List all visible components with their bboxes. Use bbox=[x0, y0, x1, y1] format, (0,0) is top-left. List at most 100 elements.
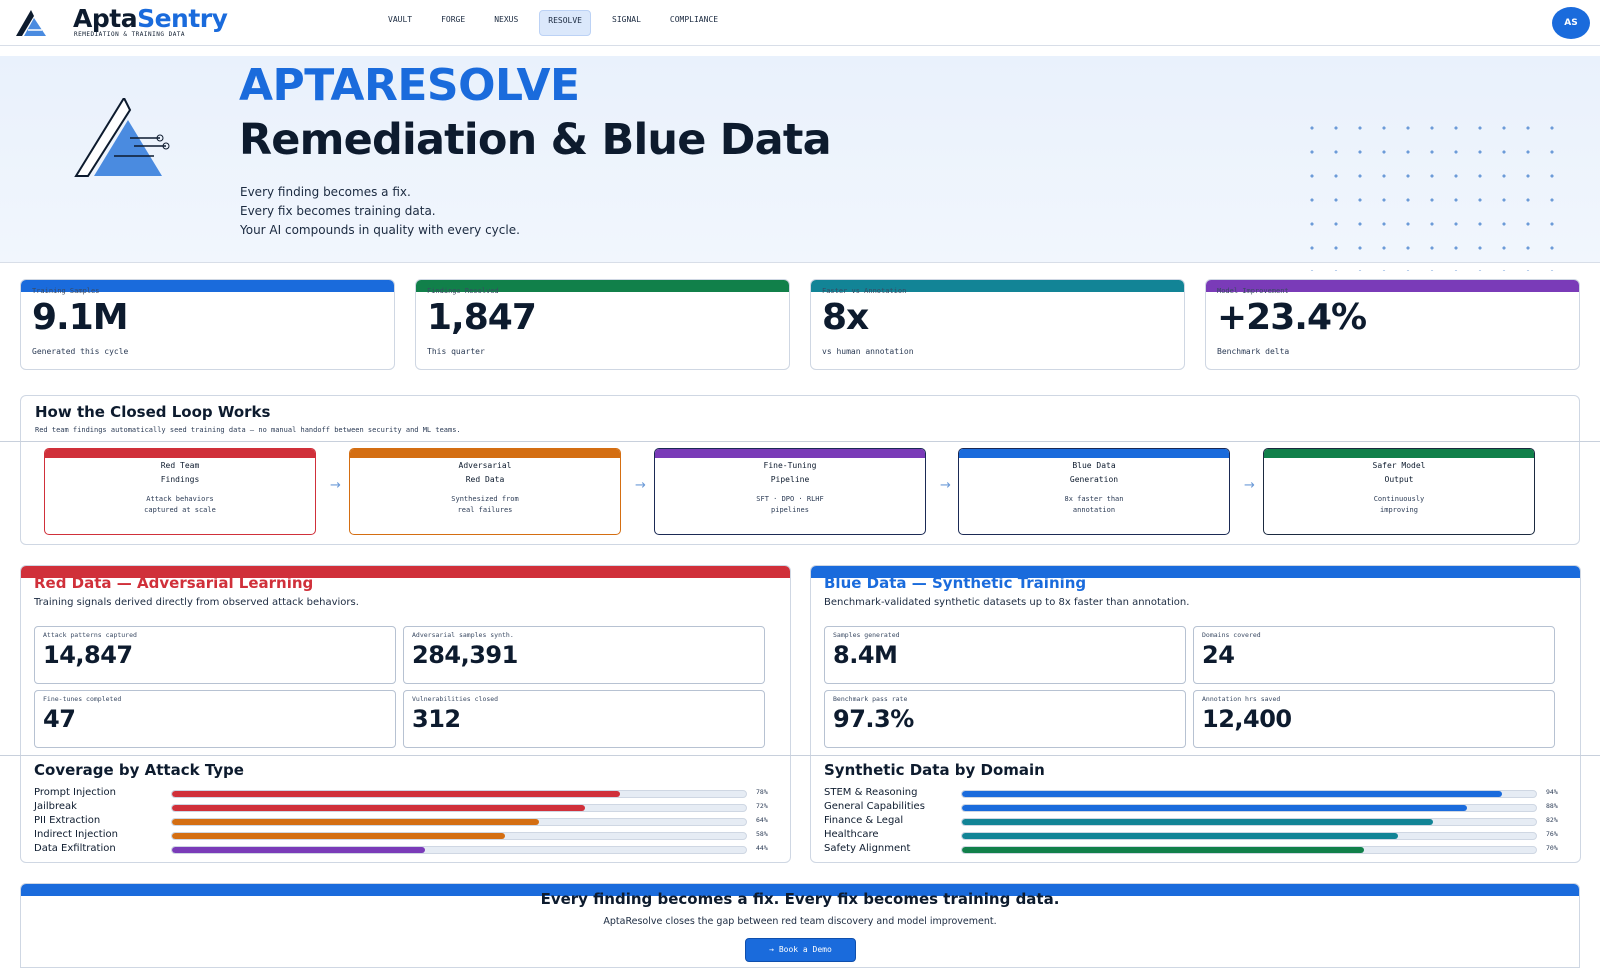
coverage-label: Indirect Injection bbox=[34, 829, 118, 840]
aptasentry-logo-icon[interactable] bbox=[14, 8, 48, 38]
coverage-label: Data Exfiltration bbox=[34, 843, 116, 854]
loop-step-desc: Attack behaviors captured at scale bbox=[144, 495, 216, 514]
stat-label: Findings Resolved bbox=[427, 287, 499, 295]
nav-item-nexus[interactable]: NEXUS bbox=[494, 15, 519, 24]
hero-title: Remediation & Blue Data bbox=[239, 115, 832, 165]
hero-line: Every fix becomes training data. bbox=[240, 204, 436, 218]
panel-title: Red Data — Adversarial Learning bbox=[34, 574, 313, 592]
stat-label: Faster vs Annotation bbox=[822, 287, 907, 295]
arrow-right-icon: → bbox=[769, 945, 774, 954]
metric-label: Benchmark pass rate bbox=[833, 695, 908, 703]
loop-step-title: Adversarial Red Data bbox=[458, 461, 512, 484]
coverage-pct: 44% bbox=[756, 844, 768, 852]
coverage-fill bbox=[172, 833, 505, 839]
arrow-right-icon: → bbox=[940, 478, 951, 493]
loop-title: How the Closed Loop Works bbox=[35, 403, 271, 421]
cta-title: Every finding becomes a fix. Every fix b… bbox=[540, 890, 1060, 908]
arrow-right-icon: → bbox=[1244, 478, 1255, 493]
coverage-row: Prompt Injection 78% bbox=[34, 787, 774, 800]
user-avatar[interactable]: AS bbox=[1552, 7, 1590, 39]
metric-value: 14,847 bbox=[43, 641, 133, 669]
metric-domains-covered: Domains covered 24 bbox=[1193, 626, 1555, 684]
coverage-track bbox=[171, 818, 747, 826]
divider-line bbox=[0, 441, 1600, 442]
coverage-fill bbox=[172, 791, 620, 797]
nav-item-signal[interactable]: SIGNAL bbox=[612, 15, 641, 24]
stat-sub: vs human annotation bbox=[822, 347, 914, 356]
metric-value: 284,391 bbox=[412, 641, 518, 669]
coverage-fill bbox=[172, 819, 540, 825]
domain-track bbox=[961, 818, 1537, 826]
domain-label: Finance & Legal bbox=[824, 815, 904, 826]
stat-card-accent bbox=[416, 280, 789, 292]
domain-pct: 82% bbox=[1546, 816, 1558, 824]
book-demo-button[interactable]: → Book a Demo bbox=[745, 938, 856, 962]
panel-accent bbox=[21, 566, 790, 578]
coverage-row: Indirect Injection 58% bbox=[34, 829, 774, 842]
metric-label: Adversarial samples synth. bbox=[412, 631, 514, 639]
coverage-pct: 64% bbox=[756, 816, 768, 824]
coverage-fill bbox=[172, 805, 586, 811]
decorative-dot-grid bbox=[1300, 116, 1570, 271]
loop-step-accent bbox=[655, 449, 925, 458]
domain-label: General Capabilities bbox=[824, 801, 925, 812]
nav-item-compliance[interactable]: COMPLIANCE bbox=[669, 15, 719, 24]
brand-subtitle: REMEDIATION & TRAINING DATA bbox=[74, 31, 186, 38]
domain-row: Safety Alignment 70% bbox=[824, 843, 1564, 856]
loop-step-title: Safer Model Output bbox=[1372, 461, 1426, 484]
loop-step-title: Blue Data Generation bbox=[1069, 461, 1119, 484]
metric-value: 97.3% bbox=[833, 705, 914, 733]
domain-pct: 88% bbox=[1546, 802, 1558, 810]
loop-step-red-team-findings: Red Team Findings Attack behaviors captu… bbox=[44, 448, 316, 535]
arrow-right-icon: → bbox=[330, 478, 341, 493]
stat-card-accent bbox=[1206, 280, 1579, 292]
loop-subtitle: Red team findings automatically seed tra… bbox=[35, 426, 461, 434]
coverage-label: Jailbreak bbox=[34, 801, 77, 812]
metric-label: Samples generated bbox=[833, 631, 900, 639]
nav-item-vault[interactable]: VAULT bbox=[388, 15, 413, 24]
coverage-row: PII Extraction 64% bbox=[34, 815, 774, 828]
nav-item-forge[interactable]: FORGE bbox=[441, 15, 466, 24]
domain-row: General Capabilities 88% bbox=[824, 801, 1564, 814]
loop-step-safer-model-output: Safer Model Output Continuously improvin… bbox=[1263, 448, 1535, 535]
metric-vulnerabilities-closed: Vulnerabilities closed 312 bbox=[403, 690, 765, 748]
brand-name-part-b: Sentry bbox=[137, 4, 228, 33]
coverage-pct: 58% bbox=[756, 830, 768, 838]
stat-value: +23.4% bbox=[1217, 297, 1367, 338]
domain-pct: 94% bbox=[1546, 788, 1558, 796]
loop-step-fine-tuning-pipeline: Fine-Tuning Pipeline SFT · DPO · RLHF pi… bbox=[654, 448, 926, 535]
metric-value: 12,400 bbox=[1202, 705, 1292, 733]
loop-step-accent bbox=[959, 449, 1229, 458]
metric-adversarial-samples: Adversarial samples synth. 284,391 bbox=[403, 626, 765, 684]
domain-title: Synthetic Data by Domain bbox=[824, 761, 1045, 779]
red-data-panel: Red Data — Adversarial Learning Training… bbox=[20, 565, 791, 863]
coverage-label: PII Extraction bbox=[34, 815, 101, 826]
arrow-right-icon: → bbox=[635, 478, 646, 493]
domain-track bbox=[961, 832, 1537, 840]
metric-benchmark-pass-rate: Benchmark pass rate 97.3% bbox=[824, 690, 1186, 748]
domain-row: STEM & Reasoning 94% bbox=[824, 787, 1564, 800]
hero-line: Every finding becomes a fix. bbox=[240, 185, 411, 199]
stat-card-findings-resolved: Findings Resolved 1,847 This quarter bbox=[415, 279, 790, 370]
panel-desc: Benchmark-validated synthetic datasets u… bbox=[824, 597, 1190, 608]
panel-title-a: Blue Data bbox=[824, 574, 907, 592]
domain-fill bbox=[962, 819, 1433, 825]
panel-accent bbox=[811, 566, 1580, 578]
brand-name[interactable]: AptaSentry bbox=[73, 3, 228, 35]
panel-title-a: Red Data bbox=[34, 574, 112, 592]
cta-section: Every finding becomes a fix. Every fix b… bbox=[20, 883, 1580, 968]
domain-track bbox=[961, 804, 1537, 812]
domain-fill bbox=[962, 833, 1399, 839]
metric-label: Attack patterns captured bbox=[43, 631, 137, 639]
loop-step-accent bbox=[45, 449, 315, 458]
domain-row: Healthcare 76% bbox=[824, 829, 1564, 842]
metric-label: Annotation hrs saved bbox=[1202, 695, 1281, 703]
metric-annotation-hours-saved: Annotation hrs saved 12,400 bbox=[1193, 690, 1555, 748]
stat-card-model-improvement: Model Improvement +23.4% Benchmark delta bbox=[1205, 279, 1580, 370]
stat-card-training-samples: Training Samples 9.1M Generated this cyc… bbox=[20, 279, 395, 370]
loop-step-desc: 8x faster than annotation bbox=[1064, 495, 1124, 514]
cta-accent bbox=[21, 884, 1579, 896]
nav-item-resolve[interactable]: RESOLVE bbox=[539, 10, 591, 36]
domain-label: Healthcare bbox=[824, 829, 879, 840]
hero-kicker: APTARESOLVE bbox=[239, 60, 580, 111]
